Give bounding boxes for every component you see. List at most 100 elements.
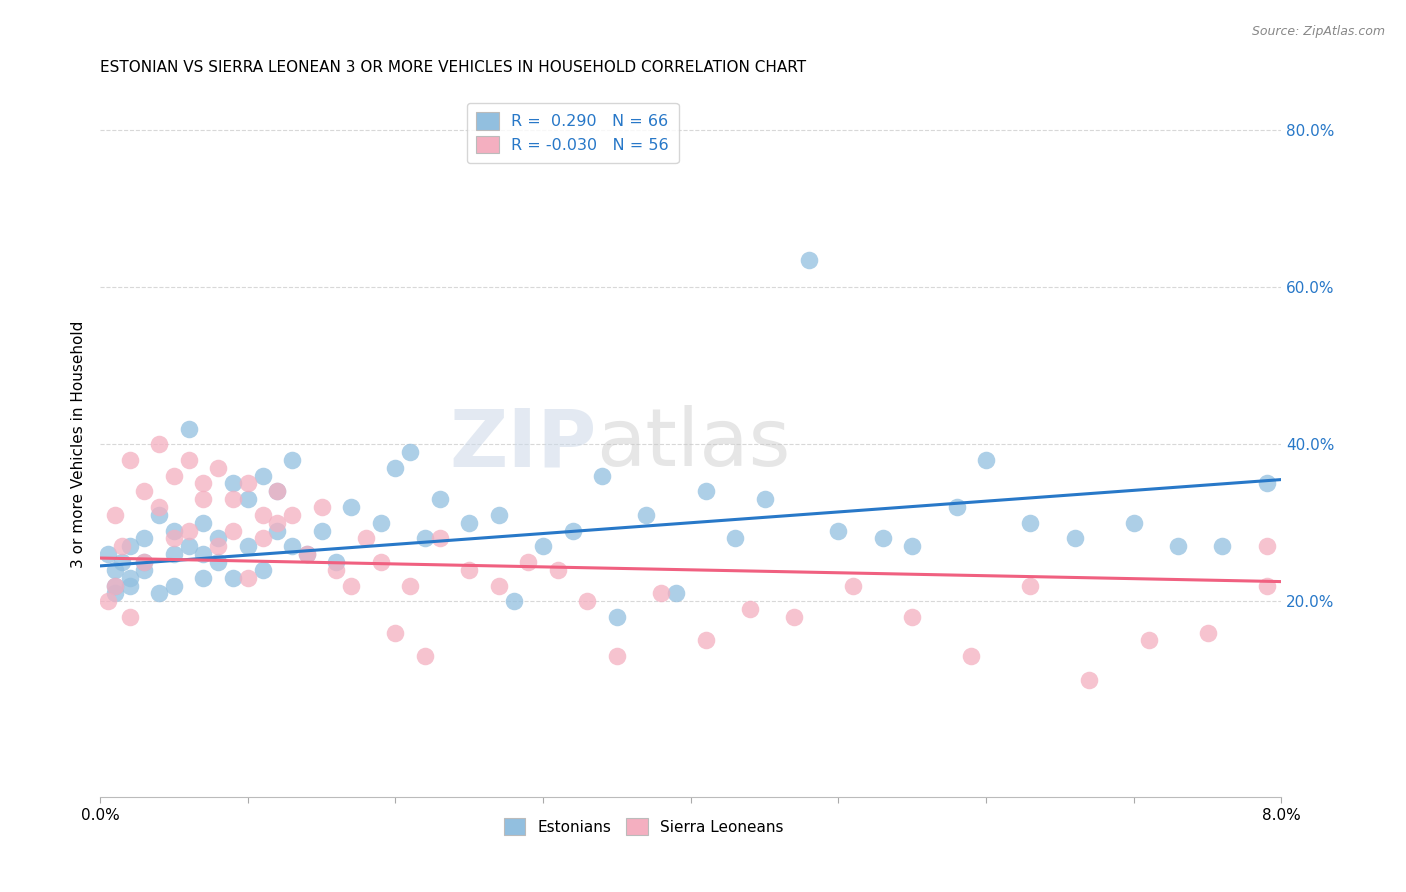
Point	[370, 555, 392, 569]
Point	[606, 610, 628, 624]
Point	[118, 453, 141, 467]
Point	[177, 539, 200, 553]
Point	[695, 484, 717, 499]
Point	[193, 516, 215, 530]
Point	[252, 563, 274, 577]
Point	[236, 492, 259, 507]
Point	[754, 492, 776, 507]
Point	[222, 492, 245, 507]
Point	[488, 578, 510, 592]
Point	[370, 516, 392, 530]
Point	[354, 532, 377, 546]
Point	[134, 532, 156, 546]
Point	[193, 547, 215, 561]
Point	[236, 539, 259, 553]
Point	[207, 555, 229, 569]
Point	[1122, 516, 1144, 530]
Point	[266, 524, 288, 538]
Point	[163, 532, 186, 546]
Point	[104, 563, 127, 577]
Point	[148, 437, 170, 451]
Point	[901, 610, 924, 624]
Point	[207, 539, 229, 553]
Point	[104, 578, 127, 592]
Point	[222, 476, 245, 491]
Point	[960, 649, 983, 664]
Point	[104, 578, 127, 592]
Point	[1256, 539, 1278, 553]
Point	[193, 571, 215, 585]
Point	[384, 625, 406, 640]
Point	[177, 453, 200, 467]
Point	[458, 563, 481, 577]
Y-axis label: 3 or more Vehicles in Household: 3 or more Vehicles in Household	[72, 320, 86, 568]
Point	[252, 468, 274, 483]
Point	[413, 532, 436, 546]
Point	[193, 492, 215, 507]
Point	[872, 532, 894, 546]
Point	[429, 492, 451, 507]
Point	[974, 453, 997, 467]
Point	[96, 594, 118, 608]
Point	[399, 445, 422, 459]
Point	[576, 594, 599, 608]
Point	[399, 578, 422, 592]
Point	[118, 539, 141, 553]
Point	[266, 484, 288, 499]
Point	[547, 563, 569, 577]
Point	[193, 476, 215, 491]
Point	[606, 649, 628, 664]
Text: atlas: atlas	[596, 405, 790, 483]
Point	[118, 571, 141, 585]
Point	[163, 468, 186, 483]
Point	[252, 532, 274, 546]
Point	[281, 539, 304, 553]
Point	[118, 610, 141, 624]
Point	[695, 633, 717, 648]
Point	[842, 578, 865, 592]
Point	[650, 586, 672, 600]
Point	[148, 586, 170, 600]
Point	[266, 484, 288, 499]
Point	[1211, 539, 1233, 553]
Point	[1197, 625, 1219, 640]
Point	[724, 532, 747, 546]
Point	[517, 555, 540, 569]
Point	[104, 508, 127, 522]
Point	[207, 532, 229, 546]
Point	[134, 563, 156, 577]
Point	[1256, 578, 1278, 592]
Point	[163, 547, 186, 561]
Legend: Estonians, Sierra Leoneans: Estonians, Sierra Leoneans	[496, 811, 792, 843]
Point	[311, 500, 333, 514]
Point	[177, 421, 200, 435]
Point	[325, 555, 347, 569]
Point	[222, 524, 245, 538]
Point	[104, 586, 127, 600]
Point	[1078, 673, 1101, 687]
Point	[163, 578, 186, 592]
Point	[1019, 578, 1042, 592]
Point	[783, 610, 806, 624]
Point	[295, 547, 318, 561]
Point	[531, 539, 554, 553]
Point	[827, 524, 849, 538]
Point	[96, 547, 118, 561]
Point	[1063, 532, 1085, 546]
Point	[118, 578, 141, 592]
Point	[1256, 476, 1278, 491]
Point	[222, 571, 245, 585]
Point	[945, 500, 967, 514]
Point	[665, 586, 688, 600]
Point	[252, 508, 274, 522]
Point	[207, 460, 229, 475]
Point	[488, 508, 510, 522]
Point	[458, 516, 481, 530]
Point	[636, 508, 658, 522]
Point	[134, 555, 156, 569]
Point	[236, 476, 259, 491]
Point	[901, 539, 924, 553]
Point	[429, 532, 451, 546]
Point	[148, 508, 170, 522]
Point	[111, 539, 134, 553]
